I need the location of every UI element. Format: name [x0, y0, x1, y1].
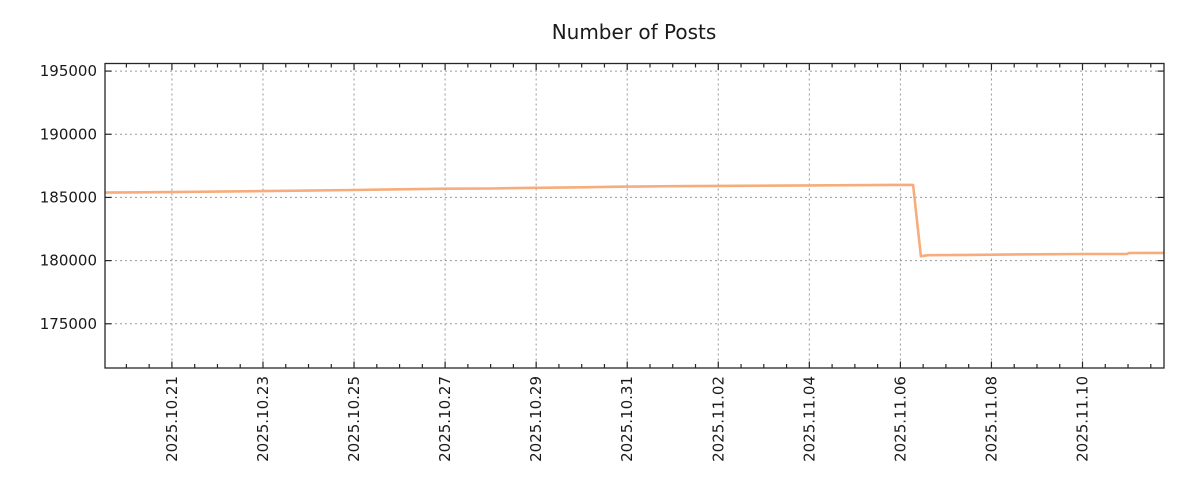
- grid-layer: [105, 63, 1164, 368]
- x-tick-label: 2025.10.25: [345, 376, 363, 462]
- label-layer: 175000 180000 185000 190000 195000 2025.10.21…: [40, 62, 1092, 462]
- x-tick-label: 2025.10.29: [527, 376, 545, 462]
- y-tick-label: 175000: [40, 315, 97, 333]
- x-tick-label: 2025.11.06: [891, 376, 909, 462]
- plot-border: [104, 62, 1165, 369]
- x-tick-label: 2025.11.10: [1074, 376, 1092, 462]
- y-tick-label: 180000: [40, 252, 97, 270]
- x-tick-label: 2025.11.04: [800, 376, 818, 462]
- y-tick-label: 185000: [40, 188, 97, 206]
- y-tick-label: 190000: [40, 125, 97, 143]
- x-tick-label: 2025.10.21: [163, 376, 181, 462]
- x-tick-label: 2025.10.23: [254, 376, 272, 462]
- series-layer: [104, 183, 1165, 258]
- x-tick-label: 2025.10.27: [436, 376, 454, 462]
- x-tick-label: 2025.11.02: [709, 376, 727, 462]
- axis-layer: [104, 62, 1165, 369]
- x-tick-label: 2025.11.08: [982, 376, 1000, 462]
- posts-line-series: [104, 183, 1165, 258]
- chart-title: Number of Posts: [552, 20, 717, 44]
- x-tick-label: 2025.10.31: [618, 376, 636, 462]
- y-tick-label: 195000: [40, 62, 97, 80]
